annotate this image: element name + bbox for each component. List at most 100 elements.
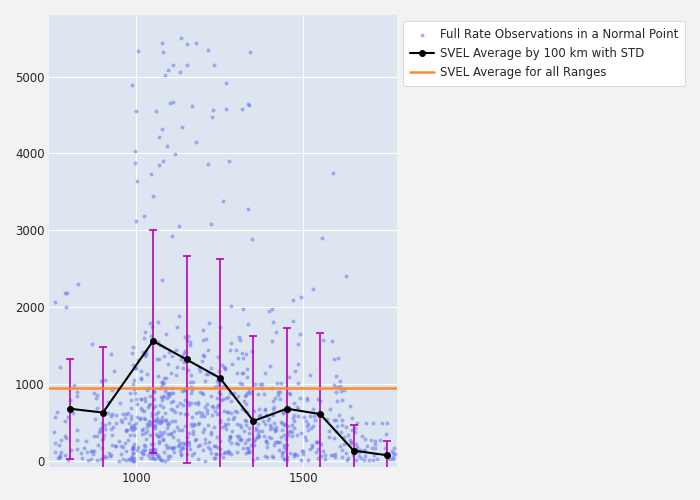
Full Rate Observations in a Normal Point <box>329 381 340 389</box>
Full Rate Observations in a Normal Point <box>335 377 346 385</box>
Full Rate Observations in a Normal Point <box>296 447 307 455</box>
Full Rate Observations in a Normal Point <box>286 428 297 436</box>
Full Rate Observations in a Normal Point <box>152 453 163 461</box>
Full Rate Observations in a Normal Point <box>216 396 227 404</box>
Full Rate Observations in a Normal Point <box>148 445 159 453</box>
Full Rate Observations in a Normal Point <box>160 441 172 449</box>
Full Rate Observations in a Normal Point <box>295 456 307 464</box>
Full Rate Observations in a Normal Point <box>275 434 286 442</box>
Full Rate Observations in a Normal Point <box>308 404 319 412</box>
Full Rate Observations in a Normal Point <box>337 396 348 404</box>
Full Rate Observations in a Normal Point <box>267 384 278 392</box>
Full Rate Observations in a Normal Point <box>179 440 190 448</box>
SVEL Average by 100 km with STD <box>149 338 158 344</box>
Full Rate Observations in a Normal Point <box>150 450 162 458</box>
Full Rate Observations in a Normal Point <box>268 419 279 427</box>
Full Rate Observations in a Normal Point <box>96 419 107 427</box>
Full Rate Observations in a Normal Point <box>154 428 165 436</box>
Full Rate Observations in a Normal Point <box>181 40 193 48</box>
Full Rate Observations in a Normal Point <box>241 408 252 416</box>
Full Rate Observations in a Normal Point <box>218 449 230 457</box>
Full Rate Observations in a Normal Point <box>254 426 265 434</box>
Full Rate Observations in a Normal Point <box>156 378 167 386</box>
Full Rate Observations in a Normal Point <box>174 222 185 230</box>
Full Rate Observations in a Normal Point <box>288 414 299 422</box>
Full Rate Observations in a Normal Point <box>248 436 260 444</box>
Full Rate Observations in a Normal Point <box>162 456 174 464</box>
Full Rate Observations in a Normal Point <box>242 448 253 456</box>
Full Rate Observations in a Normal Point <box>272 391 284 399</box>
Full Rate Observations in a Normal Point <box>94 425 106 433</box>
Full Rate Observations in a Normal Point <box>179 386 190 394</box>
Full Rate Observations in a Normal Point <box>166 428 177 436</box>
Full Rate Observations in a Normal Point <box>164 419 175 427</box>
Full Rate Observations in a Normal Point <box>340 448 351 456</box>
Full Rate Observations in a Normal Point <box>233 354 244 362</box>
Full Rate Observations in a Normal Point <box>220 394 232 402</box>
Full Rate Observations in a Normal Point <box>131 396 142 404</box>
Full Rate Observations in a Normal Point <box>264 425 275 433</box>
Full Rate Observations in a Normal Point <box>224 434 235 442</box>
Full Rate Observations in a Normal Point <box>82 456 93 464</box>
Full Rate Observations in a Normal Point <box>379 444 391 452</box>
Full Rate Observations in a Normal Point <box>358 456 370 464</box>
Full Rate Observations in a Normal Point <box>160 416 171 424</box>
Full Rate Observations in a Normal Point <box>166 405 177 413</box>
Full Rate Observations in a Normal Point <box>356 432 368 440</box>
Full Rate Observations in a Normal Point <box>253 432 264 440</box>
Full Rate Observations in a Normal Point <box>277 410 288 418</box>
Full Rate Observations in a Normal Point <box>105 412 116 420</box>
Full Rate Observations in a Normal Point <box>185 378 196 386</box>
Full Rate Observations in a Normal Point <box>178 358 189 366</box>
SVEL Average by 100 km with STD <box>182 356 190 362</box>
Full Rate Observations in a Normal Point <box>92 456 103 464</box>
Full Rate Observations in a Normal Point <box>243 424 254 432</box>
Full Rate Observations in a Normal Point <box>66 446 77 454</box>
Full Rate Observations in a Normal Point <box>368 418 379 426</box>
Full Rate Observations in a Normal Point <box>183 332 194 340</box>
Full Rate Observations in a Normal Point <box>59 432 70 440</box>
Full Rate Observations in a Normal Point <box>312 438 323 446</box>
Full Rate Observations in a Normal Point <box>130 364 141 372</box>
Full Rate Observations in a Normal Point <box>128 456 139 464</box>
Full Rate Observations in a Normal Point <box>176 451 187 459</box>
Full Rate Observations in a Normal Point <box>349 428 360 436</box>
Full Rate Observations in a Normal Point <box>139 394 150 402</box>
Full Rate Observations in a Normal Point <box>146 324 158 332</box>
Full Rate Observations in a Normal Point <box>226 302 237 310</box>
Full Rate Observations in a Normal Point <box>310 448 321 456</box>
Full Rate Observations in a Normal Point <box>291 403 302 411</box>
Full Rate Observations in a Normal Point <box>231 346 242 354</box>
Full Rate Observations in a Normal Point <box>244 388 255 396</box>
Full Rate Observations in a Normal Point <box>262 416 273 424</box>
Full Rate Observations in a Normal Point <box>246 347 258 355</box>
Full Rate Observations in a Normal Point <box>241 365 253 373</box>
Full Rate Observations in a Normal Point <box>210 450 221 458</box>
Full Rate Observations in a Normal Point <box>331 382 342 390</box>
Full Rate Observations in a Normal Point <box>139 414 150 422</box>
Full Rate Observations in a Normal Point <box>288 452 299 460</box>
Full Rate Observations in a Normal Point <box>359 446 370 454</box>
Full Rate Observations in a Normal Point <box>146 408 158 416</box>
Full Rate Observations in a Normal Point <box>328 355 339 363</box>
Full Rate Observations in a Normal Point <box>128 431 139 439</box>
Full Rate Observations in a Normal Point <box>341 456 352 464</box>
Full Rate Observations in a Normal Point <box>304 412 315 420</box>
Full Rate Observations in a Normal Point <box>176 34 187 42</box>
Full Rate Observations in a Normal Point <box>302 422 313 430</box>
Full Rate Observations in a Normal Point <box>215 450 226 458</box>
Full Rate Observations in a Normal Point <box>371 455 382 463</box>
Full Rate Observations in a Normal Point <box>175 439 186 447</box>
Full Rate Observations in a Normal Point <box>345 439 356 447</box>
Full Rate Observations in a Normal Point <box>260 412 271 420</box>
Full Rate Observations in a Normal Point <box>162 421 174 429</box>
Full Rate Observations in a Normal Point <box>97 424 108 432</box>
Full Rate Observations in a Normal Point <box>251 426 262 434</box>
Full Rate Observations in a Normal Point <box>167 434 178 442</box>
Full Rate Observations in a Normal Point <box>276 419 288 427</box>
Full Rate Observations in a Normal Point <box>60 302 71 310</box>
Full Rate Observations in a Normal Point <box>226 427 237 435</box>
Full Rate Observations in a Normal Point <box>336 452 347 460</box>
Full Rate Observations in a Normal Point <box>211 443 223 451</box>
Full Rate Observations in a Normal Point <box>292 451 303 459</box>
